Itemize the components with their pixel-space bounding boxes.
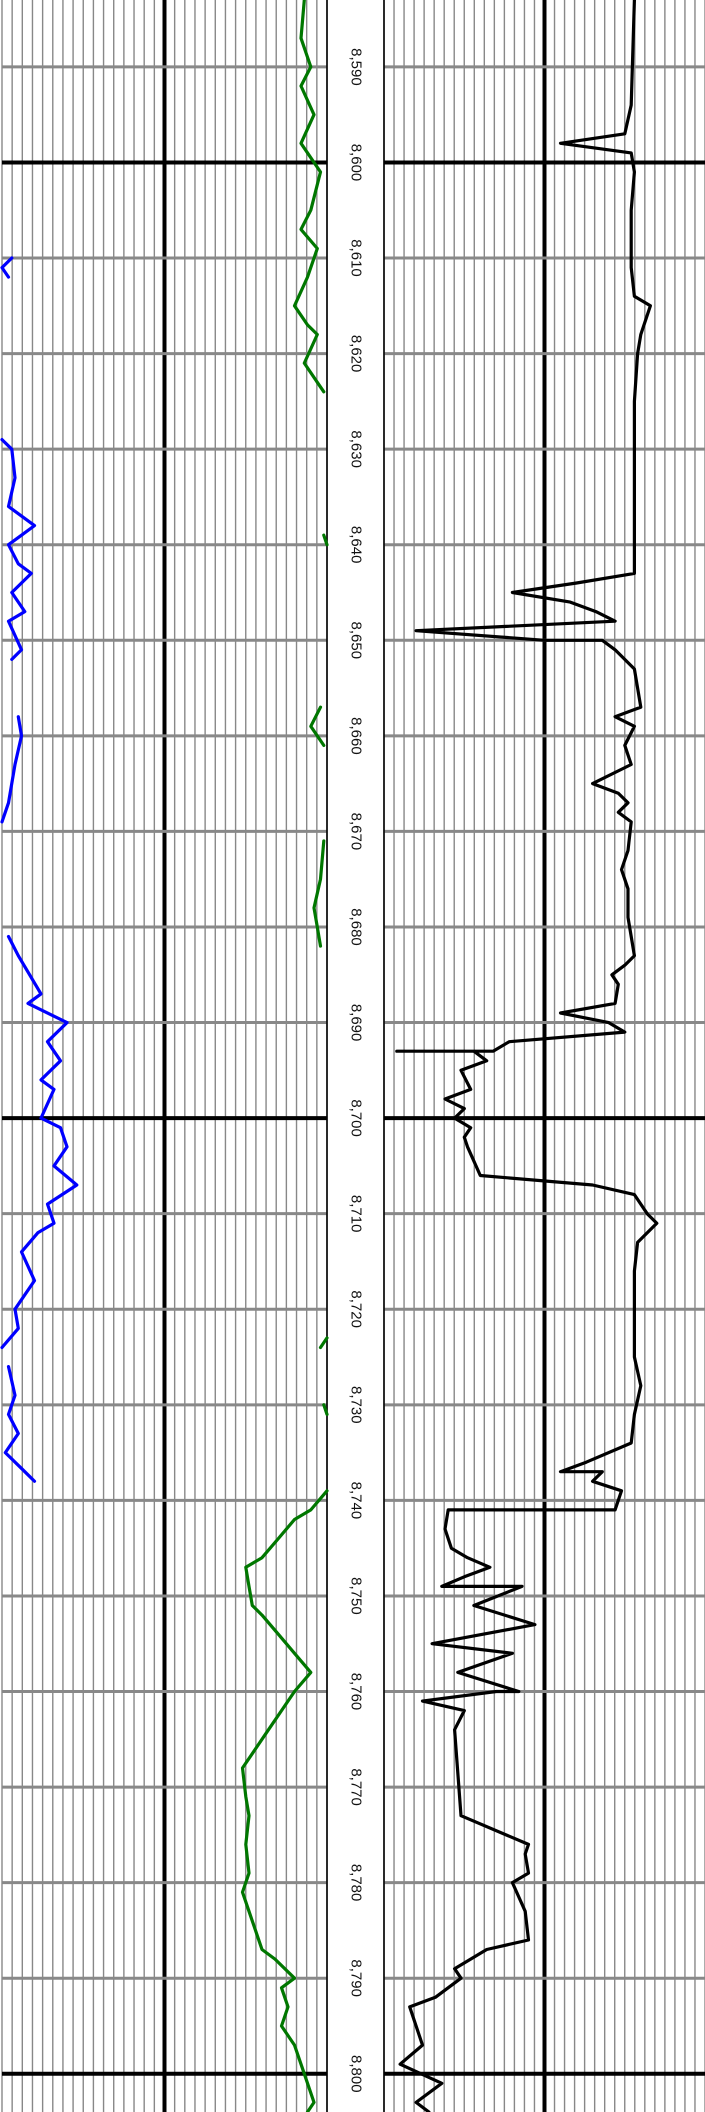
depth-track [326, 0, 385, 2112]
depth-tick-label: 8,750 [347, 1577, 364, 1615]
curve-left-1-segment [309, 705, 326, 748]
depth-tick-label: 8,710 [348, 1195, 365, 1233]
depth-tick-label: 8,680 [348, 908, 365, 946]
depth-tick-label: 8,780 [347, 1864, 364, 1902]
depth-tick-label: 8,630 [348, 430, 365, 468]
depth-tick-label: 8,730 [348, 1386, 365, 1424]
left-track-grid [1, 0, 328, 2112]
depth-tick-label: 8,790 [348, 1959, 365, 1997]
depth-labels: 8,590 8,600 8,610 8,620 8,630 8,640 8,650 8,660… [347, 48, 364, 2092]
depth-tick-label: 8,700 [348, 1099, 365, 1137]
curve-left-0-segment [0, 715, 24, 824]
curve-left-1-segment [322, 533, 329, 547]
depth-tick-label: 8,660 [348, 717, 365, 755]
right-track-grid [383, 0, 705, 2112]
curve-left-1-segment [292, 0, 326, 394]
depth-tick-label: 8,670 [348, 813, 365, 851]
log-curves [0, 0, 659, 2112]
depth-tick-label: 8,760 [348, 1673, 365, 1711]
depth-tick-label: 8,590 [348, 48, 365, 86]
curve-left-1-segment [322, 1403, 329, 1417]
curve-left-1-segment [312, 839, 326, 948]
curve-right-0-segment [395, 0, 659, 2112]
depth-tick-label: 8,620 [348, 335, 365, 373]
depth-tick-label: 8,650 [348, 622, 365, 660]
curve-left-0-segment [0, 256, 14, 279]
depth-tick-label: 8,770 [348, 1768, 365, 1806]
curve-left-0-segment [0, 934, 79, 1350]
depth-tick-label: 8,690 [348, 1004, 365, 1042]
curve-left-0-segment [3, 1364, 37, 1483]
depth-tick-label: 8,720 [347, 1290, 364, 1328]
curve-left-0-segment [0, 438, 37, 662]
depth-tick-label: 8,610 [348, 239, 365, 277]
depth-tick-label: 8,600 [348, 144, 365, 182]
curve-left-1-segment [240, 1489, 329, 2112]
depth-tick-label: 8,800 [348, 2055, 365, 2093]
curve-left-1-segment [318, 1336, 329, 1350]
depth-tick-label: 8,740 [348, 1482, 365, 1520]
depth-tick-label: 8,640 [348, 526, 365, 564]
